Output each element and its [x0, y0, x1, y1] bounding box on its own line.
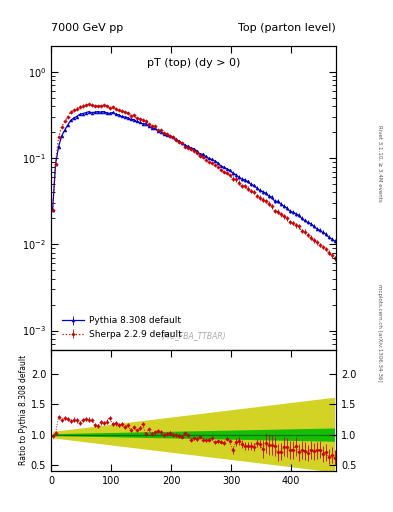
Text: Top (parton level): Top (parton level)	[238, 23, 336, 33]
Y-axis label: Ratio to Pythia 8.308 default: Ratio to Pythia 8.308 default	[19, 355, 28, 465]
Text: 7000 GeV pp: 7000 GeV pp	[51, 23, 123, 33]
Text: mcplots.cern.ch [arXiv:1306.34-36]: mcplots.cern.ch [arXiv:1306.34-36]	[377, 284, 382, 381]
Text: Rivet 3.1.10, ≥ 3.4M events: Rivet 3.1.10, ≥ 3.4M events	[377, 125, 382, 202]
Text: pT (top) (dy > 0): pT (top) (dy > 0)	[147, 58, 240, 68]
Legend: Pythia 8.308 default, Sherpa 2.2.9 default: Pythia 8.308 default, Sherpa 2.2.9 defau…	[58, 313, 185, 343]
Text: (MC_FBA_TTBAR): (MC_FBA_TTBAR)	[161, 331, 226, 340]
